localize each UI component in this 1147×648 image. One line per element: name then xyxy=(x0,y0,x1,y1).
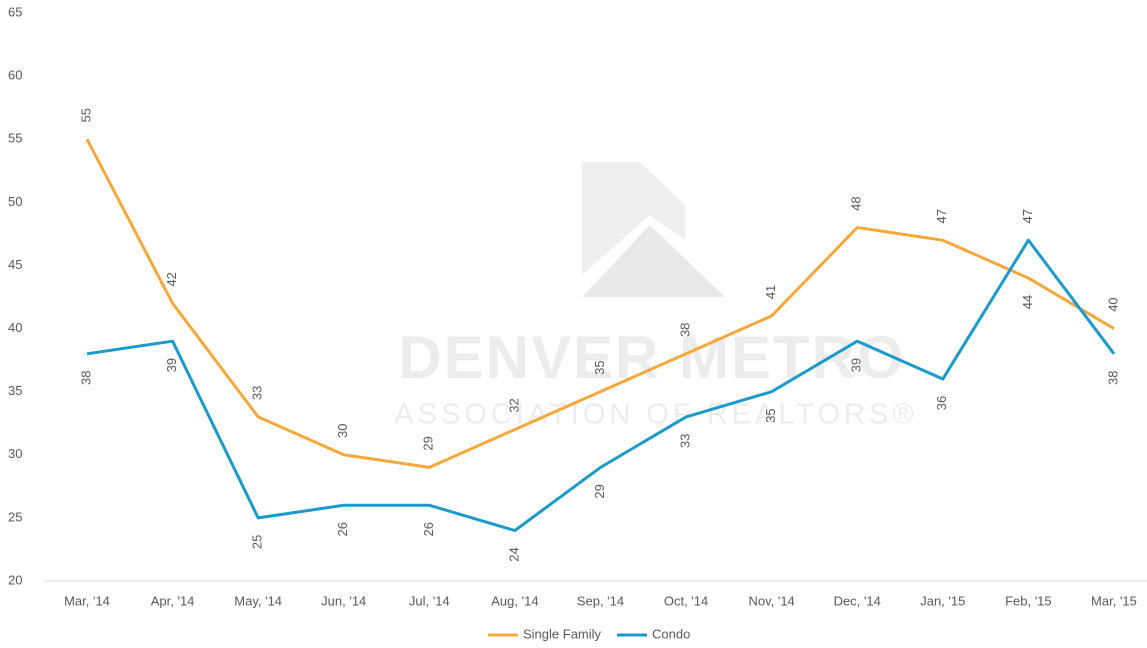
data-label: 40 xyxy=(1105,297,1120,311)
data-label: 42 xyxy=(164,272,179,286)
data-label: 26 xyxy=(335,522,350,536)
x-tick-label: Dec, '14 xyxy=(834,593,881,608)
x-tick-label: Mar, '15 xyxy=(1091,593,1137,608)
y-tick-label: 60 xyxy=(8,68,22,83)
y-tick-label: 30 xyxy=(8,446,22,461)
data-label: 41 xyxy=(763,285,778,299)
y-tick-label: 20 xyxy=(8,572,22,587)
watermark-subtitle: ASSOCIATION OF REALTORS® xyxy=(394,399,917,431)
legend-label: Single Family xyxy=(523,626,602,641)
x-tick-label: Sep, '14 xyxy=(577,593,624,608)
watermark: DENVER METRO ASSOCIATION OF REALTORS® xyxy=(394,162,917,431)
data-label: 38 xyxy=(78,371,93,385)
data-label: 32 xyxy=(506,398,521,412)
x-tick-label: Feb, '15 xyxy=(1005,593,1052,608)
data-label: 55 xyxy=(78,108,93,122)
y-tick-label: 50 xyxy=(8,194,22,209)
data-label: 26 xyxy=(421,522,436,536)
x-tick-label: Jun, '14 xyxy=(321,593,366,608)
y-tick-label: 65 xyxy=(8,4,22,19)
x-tick-label: Jan, '15 xyxy=(920,593,965,608)
data-label: 38 xyxy=(677,323,692,337)
data-label: 48 xyxy=(849,196,864,210)
data-label: 25 xyxy=(250,535,265,549)
logo-shape xyxy=(582,225,725,297)
x-tick-label: Mar, '14 xyxy=(64,593,110,608)
legend-label: Condo xyxy=(652,626,690,641)
x-tick-label: Aug, '14 xyxy=(491,593,538,608)
data-label: 35 xyxy=(763,408,778,422)
x-tick-label: Nov, '14 xyxy=(748,593,794,608)
data-label: 47 xyxy=(934,209,949,223)
y-tick-label: 25 xyxy=(8,509,22,524)
x-tick-label: Jul, '14 xyxy=(409,593,450,608)
data-label: 30 xyxy=(335,424,350,438)
data-label: 44 xyxy=(1020,295,1035,309)
y-tick-label: 55 xyxy=(8,131,22,146)
data-label: 36 xyxy=(934,396,949,410)
data-label: 35 xyxy=(592,360,607,374)
data-label: 24 xyxy=(506,547,521,561)
x-tick-label: Apr, '14 xyxy=(151,593,195,608)
y-tick-label: 40 xyxy=(8,320,22,335)
watermark-title: DENVER METRO xyxy=(398,324,905,391)
data-label: 29 xyxy=(421,436,436,450)
data-label: 39 xyxy=(849,358,864,372)
x-tick-label: May, '14 xyxy=(234,593,282,608)
data-label: 29 xyxy=(592,484,607,498)
data-label: 33 xyxy=(250,386,265,400)
y-tick-label: 35 xyxy=(8,383,22,398)
data-label: 39 xyxy=(164,358,179,372)
logo-shape xyxy=(582,162,685,275)
data-label: 38 xyxy=(1105,371,1120,385)
data-label: 33 xyxy=(677,434,692,448)
y-tick-label: 45 xyxy=(8,257,22,272)
x-tick-label: Oct, '14 xyxy=(664,593,708,608)
series-line xyxy=(85,138,1115,469)
series-line xyxy=(86,238,1116,533)
data-label: 47 xyxy=(1020,209,1035,223)
